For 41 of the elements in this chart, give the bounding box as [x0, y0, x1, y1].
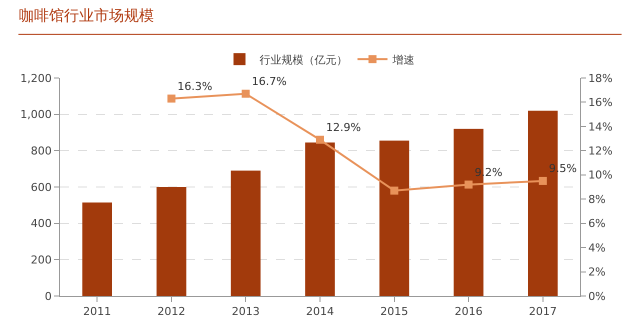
x-tick-label: 2014 — [306, 305, 334, 318]
y-tick-label: 1,200 — [20, 72, 52, 85]
bar — [230, 170, 261, 296]
x-tick-label: 2012 — [157, 305, 186, 318]
point — [242, 90, 250, 98]
point — [464, 180, 473, 189]
point — [390, 186, 398, 195]
legend-label: 增速 — [392, 53, 414, 66]
point — [316, 136, 324, 144]
bar — [305, 142, 335, 296]
point — [167, 94, 176, 103]
data-label: 12.9% — [326, 121, 361, 134]
y2-tick-label: 8% — [588, 192, 606, 206]
bar — [82, 202, 112, 296]
x-tick-label: 2016 — [454, 305, 483, 318]
y2-tick-label: 16% — [588, 96, 613, 110]
y-tick-label: 1,000 — [20, 108, 52, 122]
y2-tick-label: 10% — [588, 168, 613, 182]
legend-label: 行业规模（亿元） — [260, 53, 348, 66]
data-label: 16.7% — [252, 74, 287, 88]
y2-tick-label: 2% — [588, 266, 606, 279]
point — [538, 176, 547, 185]
chart-title: 咖啡馆行业市场规模 — [19, 6, 154, 25]
y-tick-label: 200 — [30, 254, 52, 267]
y2-tick-label: 18% — [588, 72, 613, 85]
x-tick-label: 2017 — [528, 305, 557, 318]
y2-tick-label: 14% — [588, 120, 613, 134]
data-label: 16.3% — [177, 80, 212, 93]
y-tick-label: 0 — [44, 290, 52, 303]
y-tick-label: 400 — [30, 217, 52, 230]
x-tick-label: 2011 — [83, 305, 112, 318]
y-tick-label: 600 — [30, 180, 52, 194]
y2-tick-label: 12% — [588, 144, 613, 158]
x-tick-label: 2015 — [380, 305, 408, 318]
bar — [379, 140, 410, 296]
y-tick-label: 800 — [30, 144, 52, 158]
y2-tick-label: 6% — [588, 217, 606, 230]
y2-tick-label: 0% — [588, 290, 606, 303]
y2-tick-label: 4% — [588, 241, 606, 254]
x-tick-label: 2013 — [232, 305, 260, 318]
bar — [156, 187, 186, 296]
